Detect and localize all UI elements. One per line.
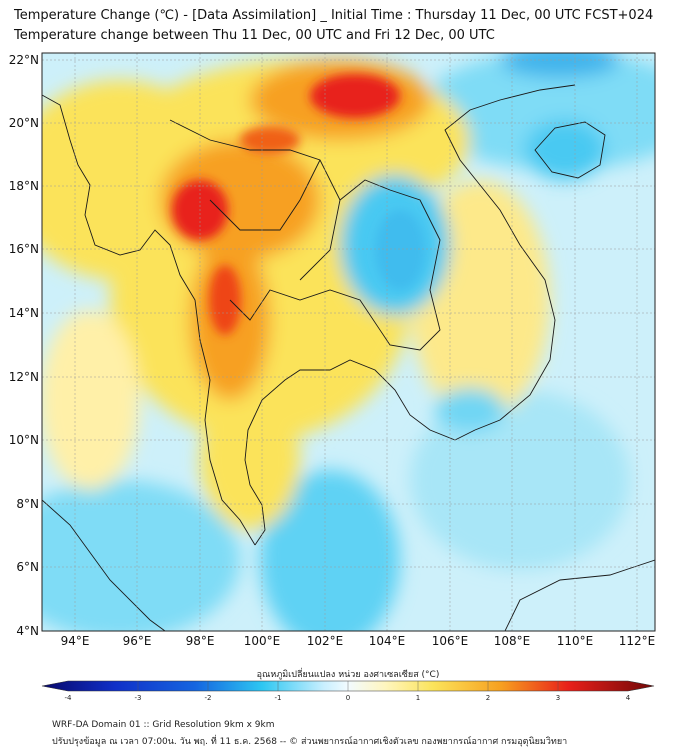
colorbar-tick: -2 [205, 694, 212, 702]
colorbar-tick: 2 [486, 694, 490, 702]
colorbar-label: อุณหภูมิเปลี่ยนแปลง หน่วย องศาเซลเซียส (… [257, 667, 440, 680]
footer-domain-info: WRF-DA Domain 01 :: Grid Resolution 9km … [52, 720, 275, 730]
lon-label-94: 94°E [61, 634, 90, 648]
lat-label-8: 8°N [16, 497, 39, 511]
lon-label-106: 106°E [432, 634, 469, 648]
footer-update-info: ปรับปรุงข้อมูล ณ เวลา 07:00น. วัน พฤ. ที… [52, 737, 568, 747]
colorbar-tick: 3 [556, 694, 560, 702]
colorbar-divisions [137, 681, 559, 691]
lon-label-104: 104°E [369, 634, 406, 648]
lat-label-22: 22°N [9, 53, 39, 67]
lat-label-12: 12°N [9, 370, 39, 384]
colorbar-tick: -4 [65, 694, 73, 702]
lon-label-112: 112°E [619, 634, 656, 648]
coastlines [42, 84, 655, 631]
lat-label-20: 20°N [9, 116, 39, 130]
lon-label-108: 108°E [494, 634, 531, 648]
lat-label-4: 4°N [16, 624, 39, 638]
lat-label-6: 6°N [16, 560, 39, 574]
lat-label-18: 18°N [9, 179, 39, 193]
colorbar-tick: -1 [275, 694, 282, 702]
map-frame [41, 52, 656, 632]
lon-label-96: 96°E [123, 634, 152, 648]
lon-label-98: 98°E [186, 634, 215, 648]
lon-label-100: 100°E [244, 634, 281, 648]
map-subtitle: Temperature change between Thu 11 Dec, 0… [14, 28, 495, 43]
colorbar-tick: -3 [135, 694, 142, 702]
lat-label-10: 10°N [9, 433, 39, 447]
colorbar-tick: 1 [416, 694, 420, 702]
gridlines [42, 53, 655, 631]
map-title: Temperature Change (℃) - [Data Assimilat… [14, 8, 654, 23]
lat-label-16: 16°N [9, 242, 39, 256]
lat-label-14: 14°N [9, 306, 39, 320]
lon-label-110: 110°E [557, 634, 594, 648]
temperature-field [42, 53, 655, 631]
lon-label-102: 102°E [307, 634, 344, 648]
colorbar-tick: 0 [346, 694, 350, 702]
colorbar-tick: 4 [626, 694, 631, 702]
